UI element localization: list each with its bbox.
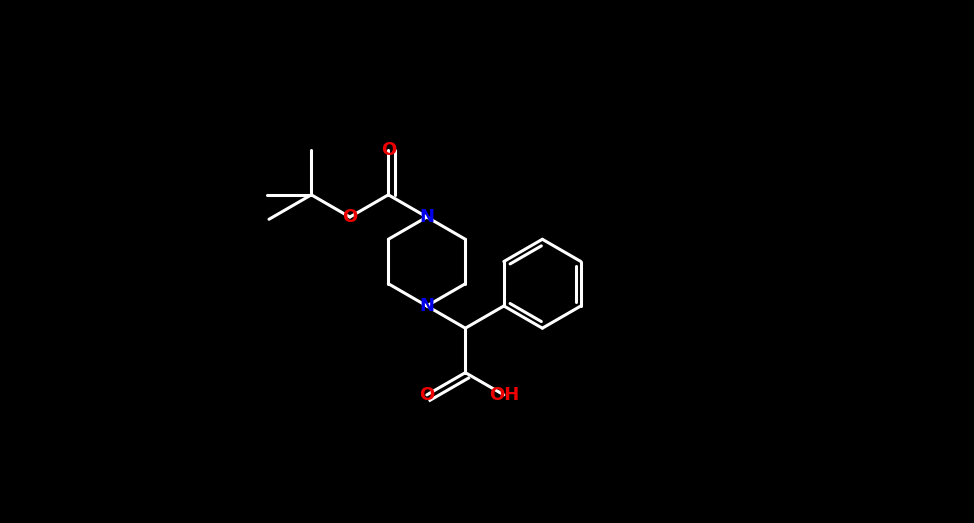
Text: N: N [420,297,434,315]
Text: N: N [420,208,434,226]
Text: OH: OH [489,386,519,404]
Text: O: O [381,141,396,160]
Text: O: O [342,208,357,226]
Text: O: O [419,386,434,404]
